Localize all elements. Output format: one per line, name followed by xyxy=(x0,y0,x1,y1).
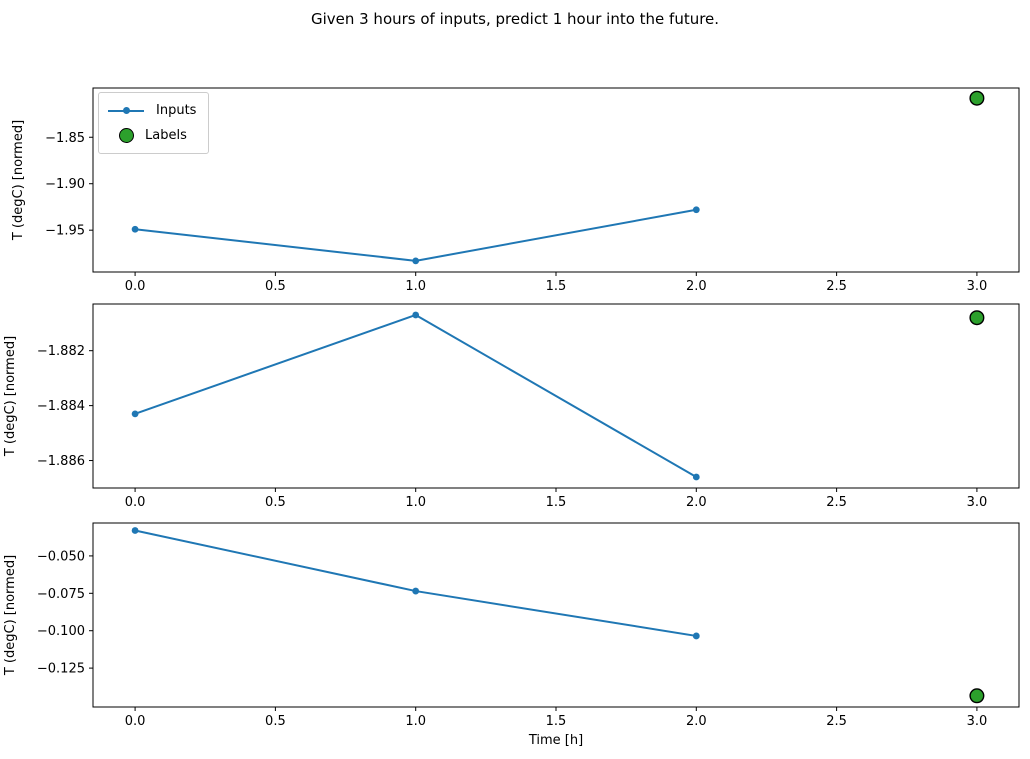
x-tick-label: 3.0 xyxy=(967,495,988,510)
inputs-line xyxy=(134,313,697,478)
x-axis-label: Time [h] xyxy=(528,733,584,748)
legend-label-labels: Labels xyxy=(145,128,187,143)
axes-spines xyxy=(92,87,1020,273)
y-axis-label: T (degC) [normed] xyxy=(11,120,26,241)
y-tick-label: −1.90 xyxy=(45,177,85,192)
inputs-marker xyxy=(692,473,700,481)
y-tick-label: −1.85 xyxy=(45,131,85,146)
y-tick-label: −1.884 xyxy=(37,399,85,414)
y-tick-label: −0.075 xyxy=(37,587,85,602)
y-axis-label: T (degC) [normed] xyxy=(3,555,18,676)
legend-item-inputs: Inputs xyxy=(108,98,196,123)
x-tick-label: 1.0 xyxy=(405,279,426,294)
x-tick-label: 2.0 xyxy=(686,495,707,510)
y-tick-label: −1.882 xyxy=(37,344,85,359)
labels-marker xyxy=(969,310,985,326)
x-tick-label: 1.0 xyxy=(405,714,426,729)
inputs-line xyxy=(134,529,697,637)
figure-title: Given 3 hours of inputs, predict 1 hour … xyxy=(310,10,720,28)
x-tick-label: 2.5 xyxy=(826,495,847,510)
inputs-marker xyxy=(692,206,700,214)
x-tick-label: 2.0 xyxy=(686,714,707,729)
y-tick-label: −1.886 xyxy=(37,454,85,469)
y-axis-label: T (degC) [normed] xyxy=(3,336,18,457)
legend-item-labels: Labels xyxy=(108,123,196,148)
inputs-marker xyxy=(131,527,139,534)
inputs-marker xyxy=(131,225,139,233)
labels-circle-swatch xyxy=(119,128,134,143)
x-tick-label: 0.5 xyxy=(265,495,286,510)
x-tick-label: 3.0 xyxy=(967,279,988,294)
y-tick-label: −0.125 xyxy=(37,662,85,677)
subplot-2: −1.882 −1.884 −1.886 0.0 0.5 1.0 1.5 2.0 2.5 3.0 T… xyxy=(3,303,1020,510)
x-tick-label: 2.0 xyxy=(686,279,707,294)
x-tick-label: 1.5 xyxy=(546,714,567,729)
x-tick-label: 3.0 xyxy=(967,714,988,729)
inputs-marker-dot xyxy=(122,107,130,114)
x-tick-label: 1.5 xyxy=(546,279,567,294)
y-tick-label: −0.100 xyxy=(37,624,85,639)
subplot-1: −1.85 −1.90 −1.95 0.0 0.5 1.0 1.5 2.0 2.5 3.0 T (d… xyxy=(11,87,1020,294)
legend: Inputs Labels xyxy=(98,92,210,154)
inputs-marker xyxy=(412,311,420,319)
subplot-3: −0.050 −0.075 −0.100 −0.125 0.0 0.5 1.0 1.5 2.0 2… xyxy=(3,522,1020,729)
x-tick-label: 2.5 xyxy=(826,714,847,729)
inputs-marker xyxy=(412,257,420,265)
inputs-marker xyxy=(131,410,139,418)
x-tick-label: 0.0 xyxy=(125,495,146,510)
x-tick-label: 0.5 xyxy=(265,279,286,294)
x-tick-label: 1.0 xyxy=(405,495,426,510)
y-tick-label: −0.050 xyxy=(37,549,85,564)
inputs-marker xyxy=(692,632,700,640)
x-tick-label: 0.0 xyxy=(125,714,146,729)
y-tick-label: −1.95 xyxy=(45,224,85,239)
labels-marker xyxy=(969,688,985,704)
x-tick-label: 0.0 xyxy=(125,279,146,294)
labels-marker xyxy=(969,90,985,106)
x-tick-label: 0.5 xyxy=(265,714,286,729)
inputs-line-marker-swatch xyxy=(108,107,144,114)
x-tick-label: 1.5 xyxy=(546,495,567,510)
x-tick-label: 2.5 xyxy=(826,279,847,294)
inputs-line xyxy=(134,208,697,262)
legend-label-inputs: Inputs xyxy=(156,103,197,118)
inputs-marker xyxy=(412,587,420,595)
